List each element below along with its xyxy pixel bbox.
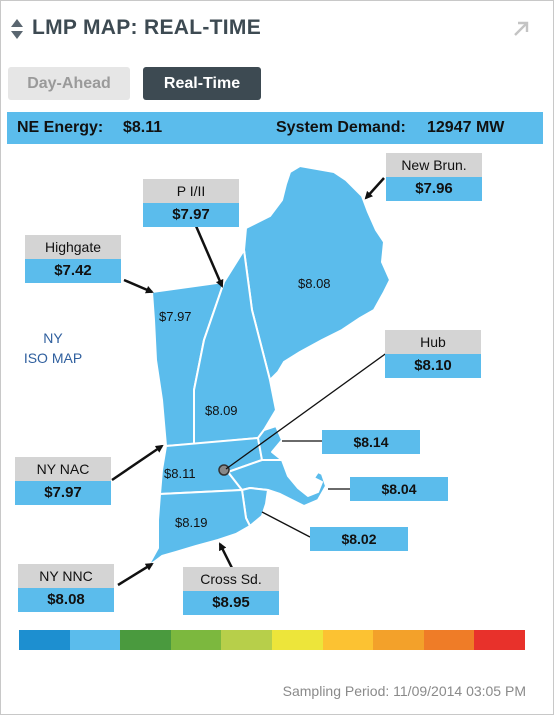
legend-swatch — [322, 630, 374, 650]
system-demand-value: 12947 MW — [427, 119, 505, 136]
box-cross-sd[interactable]: Cross Sd. $8.95 — [183, 567, 279, 615]
legend-swatch — [19, 630, 70, 650]
legend-swatch — [170, 630, 222, 650]
box-value: $7.96 — [386, 177, 482, 201]
zone-connecticut[interactable] — [147, 489, 251, 567]
zone-value-western-ma: $8.11 — [164, 466, 196, 481]
zone-value-new-hampshire: $8.09 — [205, 403, 238, 418]
box-pi-ii[interactable]: P I/II $7.97 — [143, 179, 239, 227]
box-value: $8.10 — [385, 354, 481, 378]
price-color-legend — [19, 630, 525, 650]
box-label: New Brun. — [386, 153, 482, 177]
box-value: $7.42 — [25, 259, 121, 283]
title-bar: LMP MAP: REAL-TIME — [10, 14, 540, 44]
box-value: $8.95 — [183, 591, 279, 615]
legend-swatch — [69, 630, 121, 650]
box-label: Highgate — [25, 235, 121, 259]
legend-swatch — [221, 630, 272, 650]
zone-value-se-mass: $8.04 — [350, 477, 448, 501]
box-ny-nac[interactable]: NY NAC $7.97 — [15, 457, 111, 505]
box-label: NY NAC — [15, 457, 111, 481]
legend-swatch — [373, 630, 424, 650]
ny-iso-map-label: NY ISO MAP — [23, 330, 83, 366]
box-label: NY NNC — [18, 564, 114, 588]
legend-swatch — [120, 630, 171, 650]
box-value: $8.08 — [18, 588, 114, 612]
tab-day-ahead[interactable]: Day-Ahead — [8, 67, 130, 100]
ne-energy-label: NE Energy: — [17, 119, 104, 136]
box-highgate[interactable]: Highgate $7.42 — [25, 235, 121, 283]
collapse-toggle-icon[interactable] — [10, 18, 24, 40]
legend-swatch — [271, 630, 323, 650]
status-bar: NE Energy: $8.11 System Demand: 12947 MW — [7, 112, 543, 144]
box-label: Cross Sd. — [183, 567, 279, 591]
zone-value-ne-mass: $8.14 — [322, 430, 420, 454]
zone-value-vermont: $7.97 — [159, 309, 192, 324]
ne-energy-value: $8.11 — [123, 119, 163, 136]
legend-swatch — [423, 630, 475, 650]
hub-marker — [218, 464, 230, 476]
expand-icon[interactable] — [512, 20, 530, 38]
box-value: $7.97 — [143, 203, 239, 227]
system-demand-label: System Demand: — [276, 119, 406, 136]
box-value: $7.97 — [15, 481, 111, 505]
tab-real-time[interactable]: Real-Time — [143, 67, 261, 100]
page-title: LMP MAP: REAL-TIME — [32, 16, 261, 39]
zone-maine[interactable] — [243, 165, 391, 381]
box-label: P I/II — [143, 179, 239, 203]
sampling-period: Sampling Period: 11/09/2014 03:05 PM — [282, 683, 526, 699]
box-hub[interactable]: Hub $8.10 — [385, 330, 481, 378]
box-label: Hub — [385, 330, 481, 354]
zone-value-connecticut: $8.19 — [175, 515, 208, 530]
zone-value-maine: $8.08 — [298, 276, 331, 291]
legend-swatch — [474, 630, 525, 650]
box-ny-nnc[interactable]: NY NNC $8.08 — [18, 564, 114, 612]
box-new-brun[interactable]: New Brun. $7.96 — [386, 153, 482, 201]
zone-value-rhode-island: $8.02 — [310, 527, 408, 551]
